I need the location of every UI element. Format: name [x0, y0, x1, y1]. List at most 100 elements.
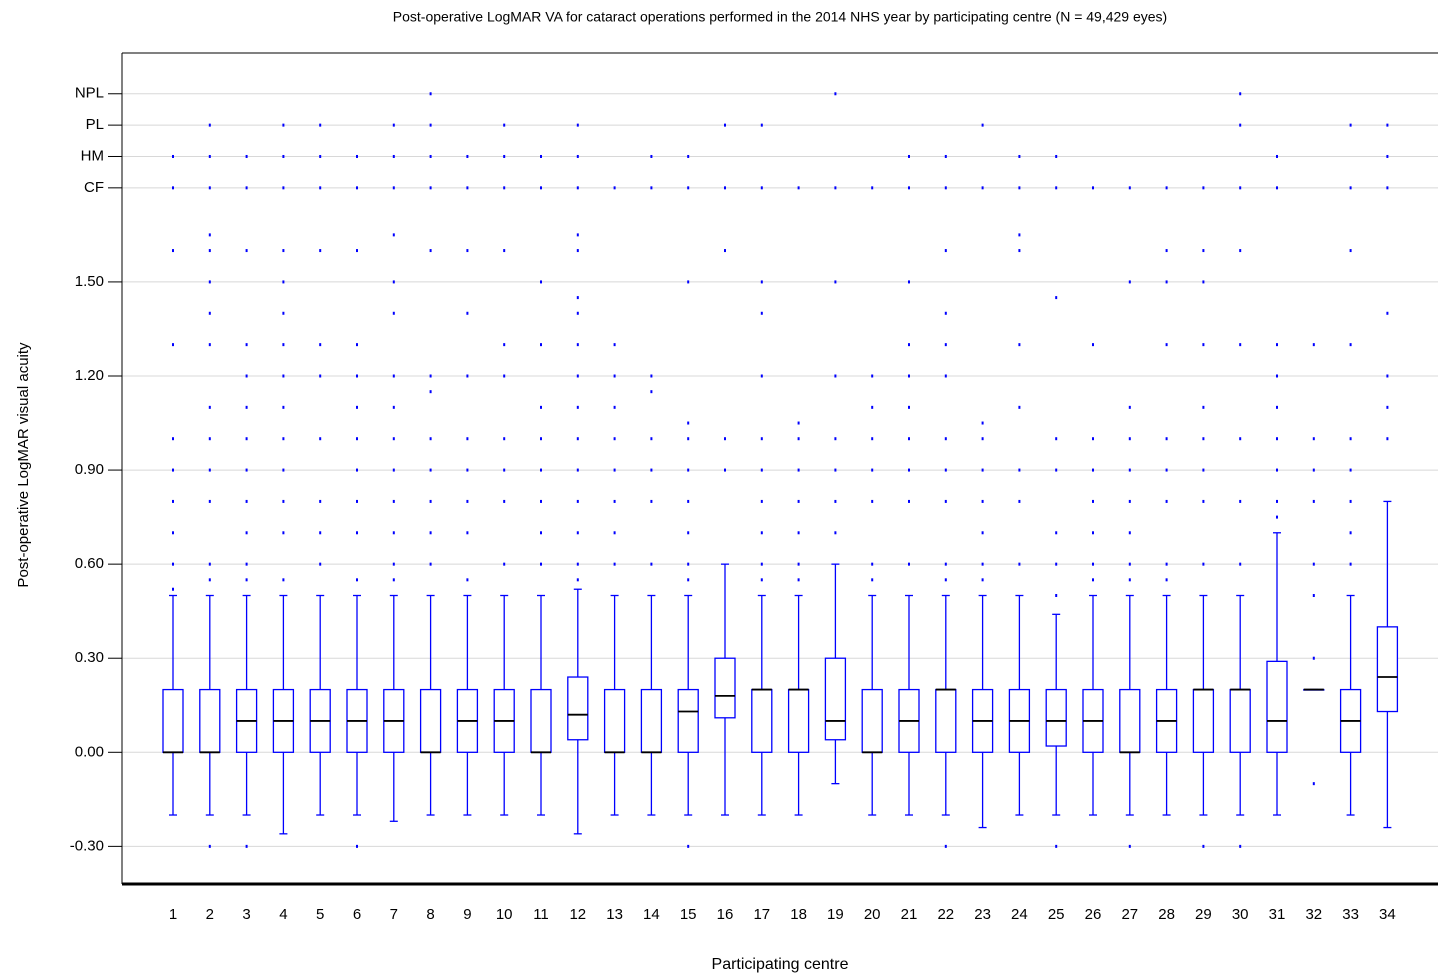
outlier [282, 578, 285, 582]
outlier [429, 499, 432, 503]
box [677, 688, 699, 753]
box [935, 688, 957, 753]
outlier [429, 154, 432, 158]
y-tick-label: PL [86, 116, 104, 133]
outlier [944, 578, 947, 582]
outlier [871, 374, 874, 378]
outlier [1128, 844, 1131, 848]
outlier [908, 437, 910, 441]
outlier [1202, 405, 1205, 409]
outlier [1349, 123, 1352, 127]
outlier [760, 578, 763, 582]
outlier [172, 499, 174, 503]
x-tick-label: 30 [1232, 906, 1249, 923]
outlier [208, 343, 211, 347]
outlier [356, 186, 358, 190]
outlier [1018, 562, 1021, 566]
outlier [760, 468, 763, 472]
outlier [1386, 154, 1389, 158]
outlier [356, 468, 358, 472]
outlier [282, 123, 285, 127]
chart-title: Post-operative LogMAR VA for cataract op… [393, 9, 1167, 25]
outlier [908, 154, 910, 158]
outlier [1018, 233, 1021, 237]
outlier [576, 562, 579, 566]
outlier [245, 437, 248, 441]
outlier [1276, 515, 1278, 519]
outlier [908, 562, 910, 566]
outlier [797, 468, 800, 472]
outlier [429, 531, 432, 535]
outlier [429, 186, 432, 190]
outlier [540, 468, 542, 472]
outlier [834, 468, 837, 472]
box [199, 688, 221, 753]
outlier [540, 531, 542, 535]
x-tick-label: 1 [169, 906, 177, 923]
outlier [724, 468, 726, 472]
box [603, 688, 626, 753]
x-tick-label: 4 [279, 906, 287, 923]
outlier [392, 499, 395, 503]
outlier [1165, 437, 1168, 441]
outlier [1165, 578, 1168, 582]
x-tick-label: 32 [1305, 906, 1322, 923]
outlier [613, 343, 616, 347]
outlier [282, 154, 285, 158]
outlier [944, 311, 947, 315]
outlier [687, 186, 690, 190]
outlier [944, 154, 947, 158]
outlier [282, 249, 285, 253]
outlier [282, 531, 285, 535]
outlier [576, 123, 579, 127]
outlier [650, 562, 653, 566]
outlier [1239, 562, 1242, 566]
x-tick-label: 26 [1085, 906, 1102, 923]
outlier [613, 374, 616, 378]
outlier [1128, 578, 1131, 582]
outlier [1276, 405, 1278, 409]
outlier [392, 154, 395, 158]
outlier [1349, 531, 1352, 535]
outlier [724, 186, 726, 190]
outlier [1202, 437, 1205, 441]
outlier [1312, 437, 1315, 441]
x-tick-label: 8 [426, 906, 434, 923]
outlier [245, 499, 248, 503]
outlier [908, 280, 910, 284]
outlier [1018, 468, 1021, 472]
x-tick-label: 7 [390, 906, 398, 923]
outlier [429, 123, 432, 127]
outlier [1128, 499, 1131, 503]
outlier [576, 578, 579, 582]
outlier [576, 468, 579, 472]
outlier [687, 499, 690, 503]
outlier [245, 578, 248, 582]
outlier [319, 343, 322, 347]
outlier [834, 186, 837, 190]
outlier [834, 499, 837, 503]
outlier [871, 562, 874, 566]
outlier [1202, 499, 1205, 503]
outlier [356, 343, 358, 347]
outlier [944, 844, 947, 848]
outlier [503, 437, 506, 441]
outlier [1386, 123, 1389, 127]
outlier [797, 186, 800, 190]
outlier [540, 280, 542, 284]
box [1266, 660, 1288, 753]
y-tick-label: 0.00 [75, 743, 104, 760]
outlier [1312, 468, 1315, 472]
outlier [1128, 405, 1131, 409]
outlier [282, 437, 285, 441]
outlier [429, 468, 432, 472]
outlier [392, 186, 395, 190]
outlier [944, 562, 947, 566]
box [714, 657, 736, 719]
x-tick-label: 5 [316, 906, 324, 923]
x-tick-label: 25 [1048, 906, 1065, 923]
outlier [981, 578, 984, 582]
outlier [1165, 499, 1168, 503]
outlier [1018, 343, 1021, 347]
outlier [245, 844, 248, 848]
